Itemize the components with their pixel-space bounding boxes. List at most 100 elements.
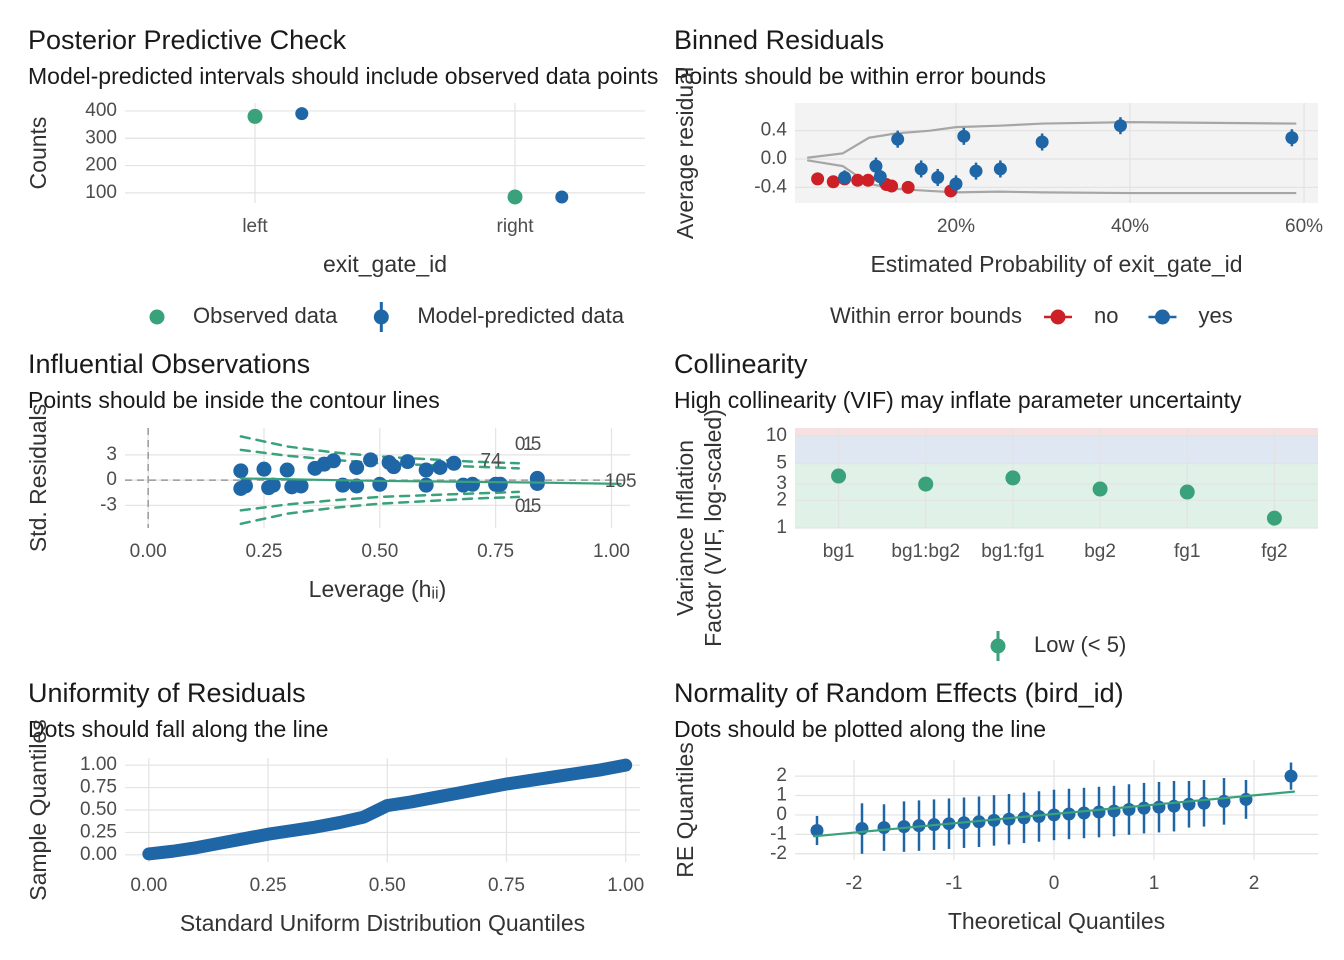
point [555, 190, 569, 204]
line [812, 790, 1296, 838]
point [931, 170, 945, 184]
legend-title: Within error bounds [830, 303, 1022, 328]
point [1285, 131, 1299, 145]
panel-subtitle: Points should be within error bounds [674, 63, 1046, 89]
y-axis-label: Sample Quantiles [25, 719, 51, 901]
y-axis-label: RE Quantiles [672, 742, 698, 878]
y-tick-label: -3 [100, 494, 117, 515]
legend-key [1154, 309, 1170, 325]
y-axis-label: Std. Residuals [25, 404, 51, 552]
point [233, 481, 249, 497]
x-axis-label: exit_gate_id [323, 251, 447, 277]
annotation: 74 [480, 451, 502, 472]
point [861, 173, 875, 187]
point [810, 823, 824, 837]
x-tick-label: 0.00 [130, 875, 167, 896]
x-tick-label: bg1:bg2 [891, 541, 960, 562]
legend-key [373, 309, 389, 325]
line [806, 121, 1297, 159]
point [969, 164, 983, 178]
x-tick-label: 20% [937, 216, 975, 237]
point [877, 821, 891, 835]
point [256, 461, 272, 477]
point [1077, 806, 1091, 820]
point [1137, 801, 1151, 815]
x-tick-label: bg1 [823, 541, 855, 562]
point [492, 476, 508, 492]
panel-title: Influential Observations [28, 349, 310, 379]
point [349, 459, 365, 475]
point [284, 479, 300, 495]
y-axis-label: Variance Inflation [672, 440, 698, 616]
vif-band [795, 463, 1318, 528]
y-tick-label: 0.50 [80, 799, 117, 820]
y-tick-label: 300 [85, 127, 117, 148]
point [1179, 484, 1195, 500]
point [507, 189, 523, 205]
point [891, 132, 905, 146]
point [1092, 805, 1106, 819]
point [295, 107, 309, 121]
line [239, 477, 622, 485]
line [239, 435, 521, 465]
annotation: 0.5 [515, 434, 541, 455]
point [885, 179, 899, 193]
point [418, 477, 434, 493]
point [831, 468, 847, 484]
x-tick-label: 0 [1049, 873, 1060, 894]
point [1284, 769, 1298, 783]
y-tick-label: 2 [776, 489, 787, 510]
point [363, 452, 379, 468]
point [993, 162, 1007, 176]
x-tick-label: right [497, 216, 535, 237]
x-tick-label: 0.50 [369, 875, 406, 896]
point [233, 463, 249, 479]
y-tick-label: 3 [776, 473, 787, 494]
y-tick-label: 1.00 [80, 754, 117, 775]
point [400, 454, 416, 470]
x-axis-label: Estimated Probability of exit_gate_id [870, 251, 1242, 277]
x-tick-label: fg1 [1174, 541, 1200, 562]
point [349, 478, 365, 494]
panel-title: Uniformity of Residuals [28, 678, 306, 708]
point [1062, 807, 1076, 821]
y-tick-label: -2 [770, 843, 787, 864]
point [1182, 797, 1196, 811]
x-tick-label: 0.25 [250, 875, 287, 896]
point [1266, 510, 1282, 526]
panel-subtitle: Dots should be plotted along the line [674, 716, 1046, 742]
legend-key [990, 638, 1006, 654]
panel-bg [795, 103, 1318, 203]
y-tick-label: 1 [776, 785, 787, 806]
line [239, 495, 521, 526]
point [873, 170, 887, 184]
point [1092, 481, 1108, 497]
point [1005, 470, 1021, 486]
x-tick-label: 0.75 [477, 541, 514, 562]
y-tick-label: -0.4 [754, 176, 787, 197]
annotation: 1 [523, 434, 534, 455]
x-tick-label: bg1:fg1 [981, 541, 1044, 562]
point [316, 456, 332, 472]
vif-band [795, 428, 1318, 436]
x-axis-label: Standard Uniform Distribution Quantiles [180, 910, 585, 936]
y-axis-label: Average residual [672, 67, 698, 239]
y-tick-label: 5 [776, 453, 787, 474]
x-tick-label: left [242, 216, 268, 237]
legend-label: no [1094, 303, 1118, 328]
point [1032, 810, 1046, 824]
point [826, 175, 840, 189]
x-axis-label: Leverage (hᵢᵢ) [309, 576, 447, 602]
y-tick-label: 0.4 [761, 120, 788, 141]
panel-subtitle: Dots should fall along the line [28, 716, 328, 742]
point [1122, 803, 1136, 817]
line [239, 448, 521, 470]
x-tick-label: fg2 [1261, 541, 1287, 562]
point [418, 462, 434, 478]
legend-key [1050, 309, 1066, 325]
y-tick-label: 0.00 [80, 844, 117, 865]
y-tick-label: -1 [770, 823, 787, 844]
sample-quantiles [142, 758, 633, 861]
x-tick-label: 0.00 [130, 541, 167, 562]
